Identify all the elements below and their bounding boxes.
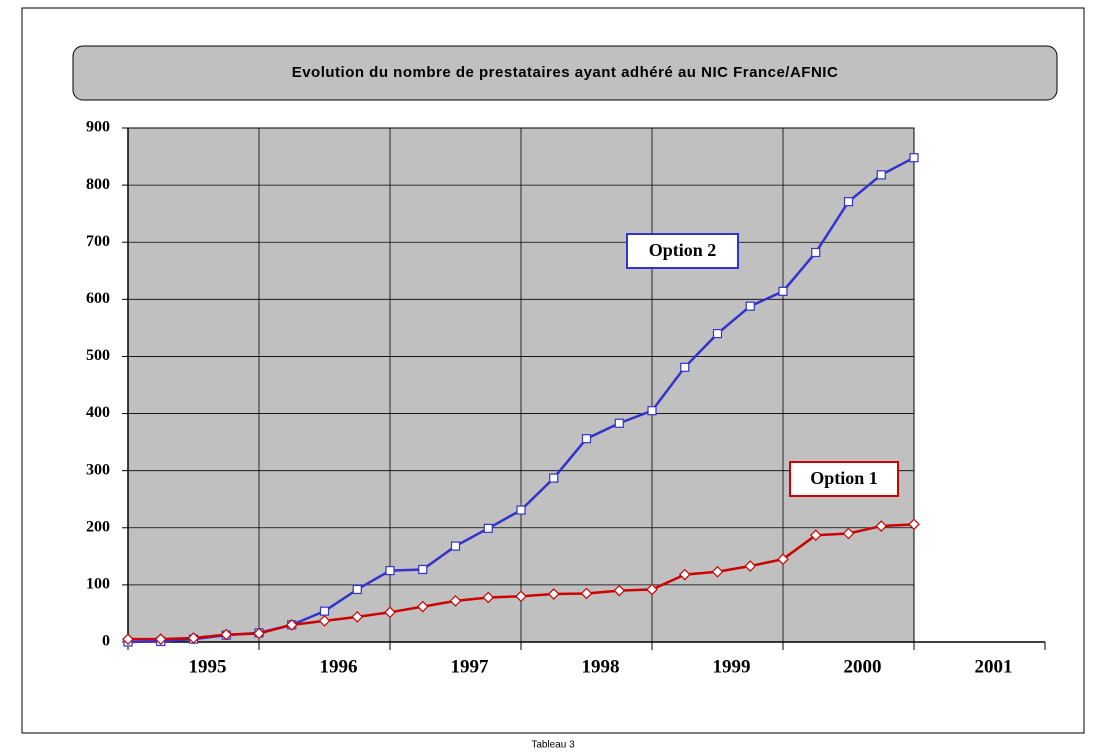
marker — [842, 527, 855, 540]
y-tick-label: 300 — [86, 461, 110, 478]
x-tick-label: 1995 — [189, 656, 227, 677]
marker — [516, 505, 526, 515]
y-tick-label: 200 — [86, 518, 110, 535]
marker — [385, 566, 395, 576]
marker — [744, 560, 757, 572]
x-tick-label: 2000 — [844, 656, 882, 677]
y-tick-label: 400 — [86, 404, 110, 421]
marker — [220, 628, 233, 641]
marker — [908, 518, 920, 531]
marker — [449, 595, 462, 607]
y-tick-label: 800 — [86, 176, 110, 193]
marker — [318, 615, 331, 627]
marker — [352, 584, 362, 595]
marker — [614, 418, 624, 428]
marker — [581, 434, 592, 444]
y-tick-label: 0 — [102, 633, 110, 650]
marker — [351, 611, 364, 623]
x-tick-label: 2001 — [975, 656, 1013, 677]
title-box — [72, 45, 1058, 101]
marker — [187, 632, 200, 644]
x-tick-label: 1996 — [320, 656, 358, 677]
marker — [809, 529, 822, 542]
marker — [778, 286, 788, 296]
marker — [122, 633, 134, 645]
marker — [646, 583, 658, 596]
y-tick-label: 100 — [86, 576, 110, 593]
marker — [680, 362, 690, 372]
y-tick-label: 600 — [86, 290, 110, 307]
legend-box — [626, 233, 739, 269]
marker — [515, 590, 527, 603]
marker — [450, 541, 461, 551]
marker — [613, 584, 626, 597]
marker — [549, 473, 559, 483]
marker — [253, 627, 265, 640]
marker — [909, 153, 919, 163]
x-tick-label: 1999 — [713, 656, 751, 677]
y-tick-label: 700 — [86, 233, 110, 250]
legend-box — [789, 461, 899, 497]
marker — [647, 406, 657, 416]
marker — [876, 170, 886, 180]
marker — [777, 553, 789, 566]
marker — [811, 247, 821, 258]
marker — [875, 520, 888, 532]
marker — [843, 197, 854, 207]
chart-title: Evolution du nombre de prestataires ayan… — [292, 64, 839, 81]
x-tick-label: 1998 — [582, 656, 620, 677]
x-tick-label: 1997 — [451, 656, 490, 677]
marker — [678, 568, 691, 581]
marker — [711, 565, 724, 578]
y-tick-label: 900 — [86, 119, 110, 136]
marker — [483, 523, 493, 533]
marker — [416, 600, 429, 613]
marker — [418, 564, 428, 575]
marker — [580, 587, 593, 600]
legend-label: Option 2 — [649, 240, 717, 260]
y-tick-label: 500 — [86, 347, 110, 364]
marker — [384, 606, 396, 619]
marker — [745, 301, 755, 311]
marker — [154, 633, 167, 645]
caption: Tableau 3 — [531, 740, 575, 751]
marker — [547, 588, 560, 600]
legend-label: Option 1 — [810, 468, 878, 488]
marker — [319, 606, 330, 616]
marker — [482, 591, 495, 604]
marker — [285, 619, 298, 631]
marker — [712, 329, 723, 339]
